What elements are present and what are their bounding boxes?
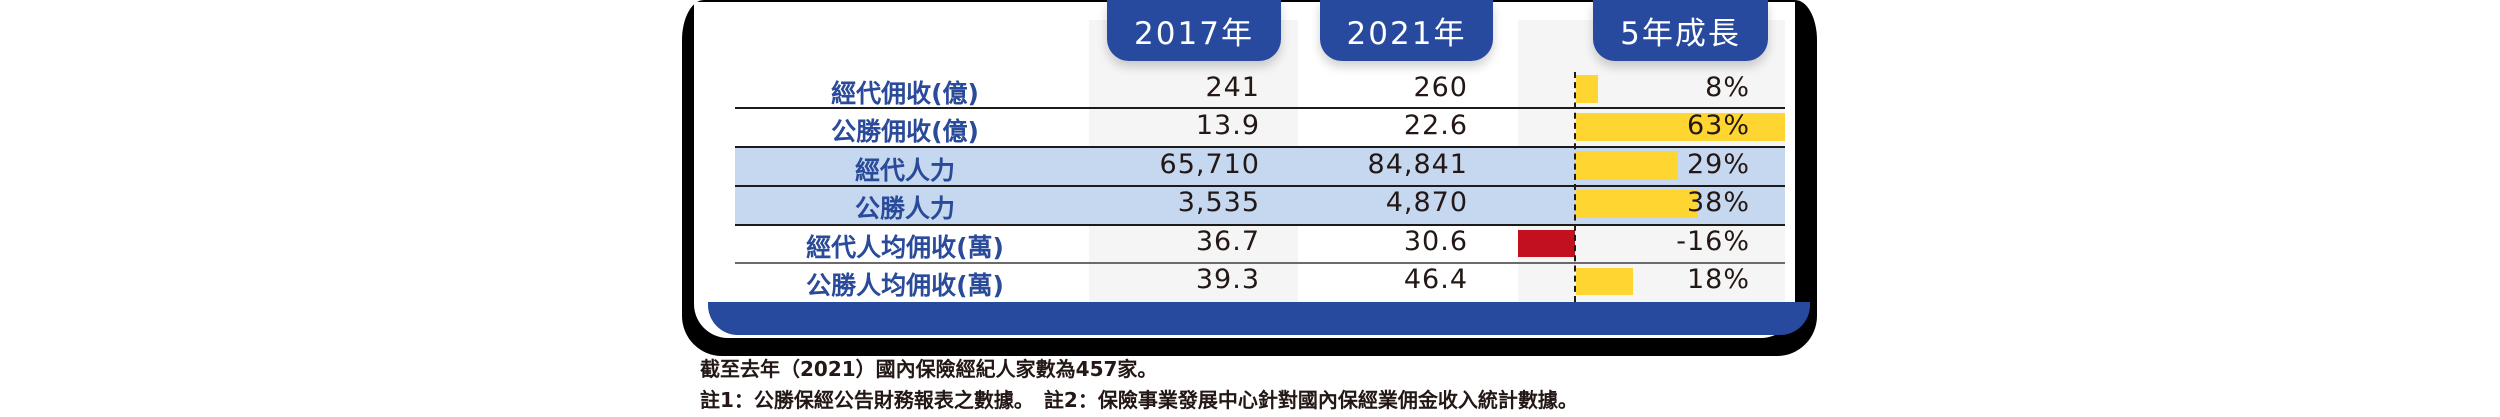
- header-tab-2017: 2017年: [1107, 0, 1281, 61]
- growth-bar: [1576, 75, 1598, 103]
- header-label: 2021年: [1346, 16, 1467, 52]
- value-growth: 29%: [1686, 149, 1750, 180]
- value-2017: 3,535: [1177, 187, 1260, 218]
- header-tab-2021: 2021年: [1320, 0, 1493, 61]
- value-2017: 241: [1205, 72, 1260, 103]
- row-label: 公勝佣收(億): [831, 117, 979, 146]
- value-growth: 38%: [1686, 187, 1750, 218]
- value-2021: 260: [1413, 72, 1468, 103]
- value-2021: 30.6: [1403, 226, 1468, 257]
- value-growth: 18%: [1686, 264, 1750, 295]
- header-tab-growth: 5年成長: [1593, 0, 1768, 61]
- row-divider: [735, 224, 1785, 226]
- note-line-1: 截至去年（2021）國內保險經紀人家數為457家。: [700, 357, 1158, 381]
- row-divider: [735, 185, 1785, 187]
- footer-band: [708, 302, 1810, 335]
- value-2021: 4,870: [1385, 187, 1468, 218]
- value-growth: -16%: [1676, 226, 1750, 257]
- growth-bar-negative: [1518, 230, 1575, 257]
- row-divider: [735, 262, 1785, 264]
- value-growth: 8%: [1705, 72, 1750, 103]
- header-label: 2017年: [1134, 16, 1254, 52]
- growth-bar: [1576, 151, 1678, 180]
- value-2017: 65,710: [1159, 149, 1260, 180]
- row-label: 經代人均佣收(萬): [806, 233, 1004, 262]
- value-2021: 22.6: [1403, 110, 1468, 141]
- row-label: 經代人力: [854, 156, 955, 185]
- growth-bar: [1576, 190, 1698, 218]
- row-label: 公勝人力: [854, 194, 955, 223]
- note-line-2: 註1：公勝保經公告財務報表之數據。 註2：保險事業發展中心針對國內保經業佣金收入…: [700, 388, 1578, 412]
- zero-axis-line: [1574, 72, 1576, 302]
- value-2021: 46.4: [1403, 264, 1468, 295]
- value-2017: 36.7: [1195, 226, 1260, 257]
- row-divider: [735, 107, 1785, 109]
- value-2021: 84,841: [1367, 149, 1468, 180]
- value-growth: 63%: [1686, 110, 1750, 141]
- value-2017: 39.3: [1195, 264, 1260, 295]
- value-2017: 13.9: [1195, 110, 1260, 141]
- row-label: 公勝人均佣收(萬): [806, 271, 1004, 300]
- row-divider: [735, 146, 1785, 148]
- growth-bar: [1576, 268, 1633, 295]
- header-label: 5年成長: [1620, 16, 1741, 52]
- row-label: 經代佣收(億): [831, 79, 979, 108]
- growth-bar: [1576, 113, 1785, 141]
